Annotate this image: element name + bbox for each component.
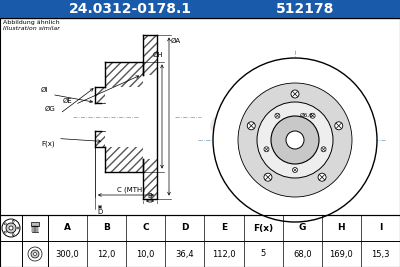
Text: 10,0: 10,0 (136, 249, 155, 258)
Circle shape (264, 173, 272, 181)
Bar (95, 131, 105, 147)
Circle shape (238, 83, 352, 197)
Circle shape (318, 173, 326, 181)
Text: C (MTH): C (MTH) (117, 187, 145, 193)
Text: ØG: ØG (45, 105, 55, 112)
Text: F(x): F(x) (253, 223, 273, 233)
Circle shape (12, 234, 14, 236)
Text: ØA: ØA (171, 37, 181, 44)
Bar (105, 61, 143, 87)
Circle shape (6, 223, 16, 233)
Text: F(x): F(x) (41, 140, 55, 147)
Circle shape (31, 250, 39, 258)
Circle shape (247, 122, 255, 130)
Circle shape (34, 253, 36, 256)
Text: B: B (148, 193, 152, 199)
Text: ®: ® (251, 128, 261, 139)
Text: 112,0: 112,0 (212, 249, 236, 258)
Text: Abbildung ähnlich: Abbildung ähnlich (3, 20, 60, 25)
Circle shape (28, 247, 42, 261)
Bar (0, 215, 400, 267)
Circle shape (264, 147, 269, 152)
Text: E: E (221, 223, 227, 233)
Circle shape (4, 223, 6, 225)
Circle shape (257, 102, 333, 178)
Text: 12,0: 12,0 (98, 249, 116, 258)
Text: 512178: 512178 (276, 2, 334, 16)
Circle shape (12, 220, 14, 222)
Text: ØE: ØE (63, 97, 73, 104)
Text: A: A (64, 223, 71, 233)
Text: 36,4: 36,4 (176, 249, 194, 258)
Text: D: D (97, 209, 103, 215)
Text: 24.0312-0178.1: 24.0312-0178.1 (68, 2, 192, 16)
Bar (95, 87, 105, 103)
Circle shape (271, 116, 319, 164)
Text: 300,0: 300,0 (56, 249, 80, 258)
Bar (143, 159, 157, 198)
Bar (0, 0, 400, 18)
Circle shape (335, 122, 343, 130)
Circle shape (4, 231, 6, 233)
Text: I: I (379, 223, 382, 233)
Circle shape (213, 58, 377, 222)
Text: C: C (142, 223, 149, 233)
Circle shape (286, 131, 304, 149)
Text: G: G (298, 223, 306, 233)
Text: Illustration similar: Illustration similar (3, 26, 60, 31)
Text: 169,0: 169,0 (330, 249, 353, 258)
Circle shape (321, 147, 326, 152)
Bar (31, 222, 39, 226)
Circle shape (310, 113, 315, 118)
Text: D: D (181, 223, 189, 233)
Circle shape (17, 227, 19, 229)
Text: ØI: ØI (40, 87, 48, 92)
Text: ate: ate (208, 104, 272, 139)
Circle shape (2, 219, 20, 237)
Bar (0, 18, 400, 215)
Bar (143, 34, 157, 74)
Text: B: B (103, 223, 110, 233)
Bar (105, 147, 143, 171)
Circle shape (291, 90, 299, 98)
Circle shape (275, 113, 280, 118)
Circle shape (9, 226, 13, 230)
Text: 15,3: 15,3 (371, 249, 390, 258)
Text: H: H (338, 223, 345, 233)
Text: Ø6,6: Ø6,6 (300, 112, 314, 117)
Text: 5: 5 (260, 249, 266, 258)
Text: 68,0: 68,0 (293, 249, 312, 258)
Circle shape (292, 167, 298, 172)
Text: ØH: ØH (153, 52, 163, 57)
